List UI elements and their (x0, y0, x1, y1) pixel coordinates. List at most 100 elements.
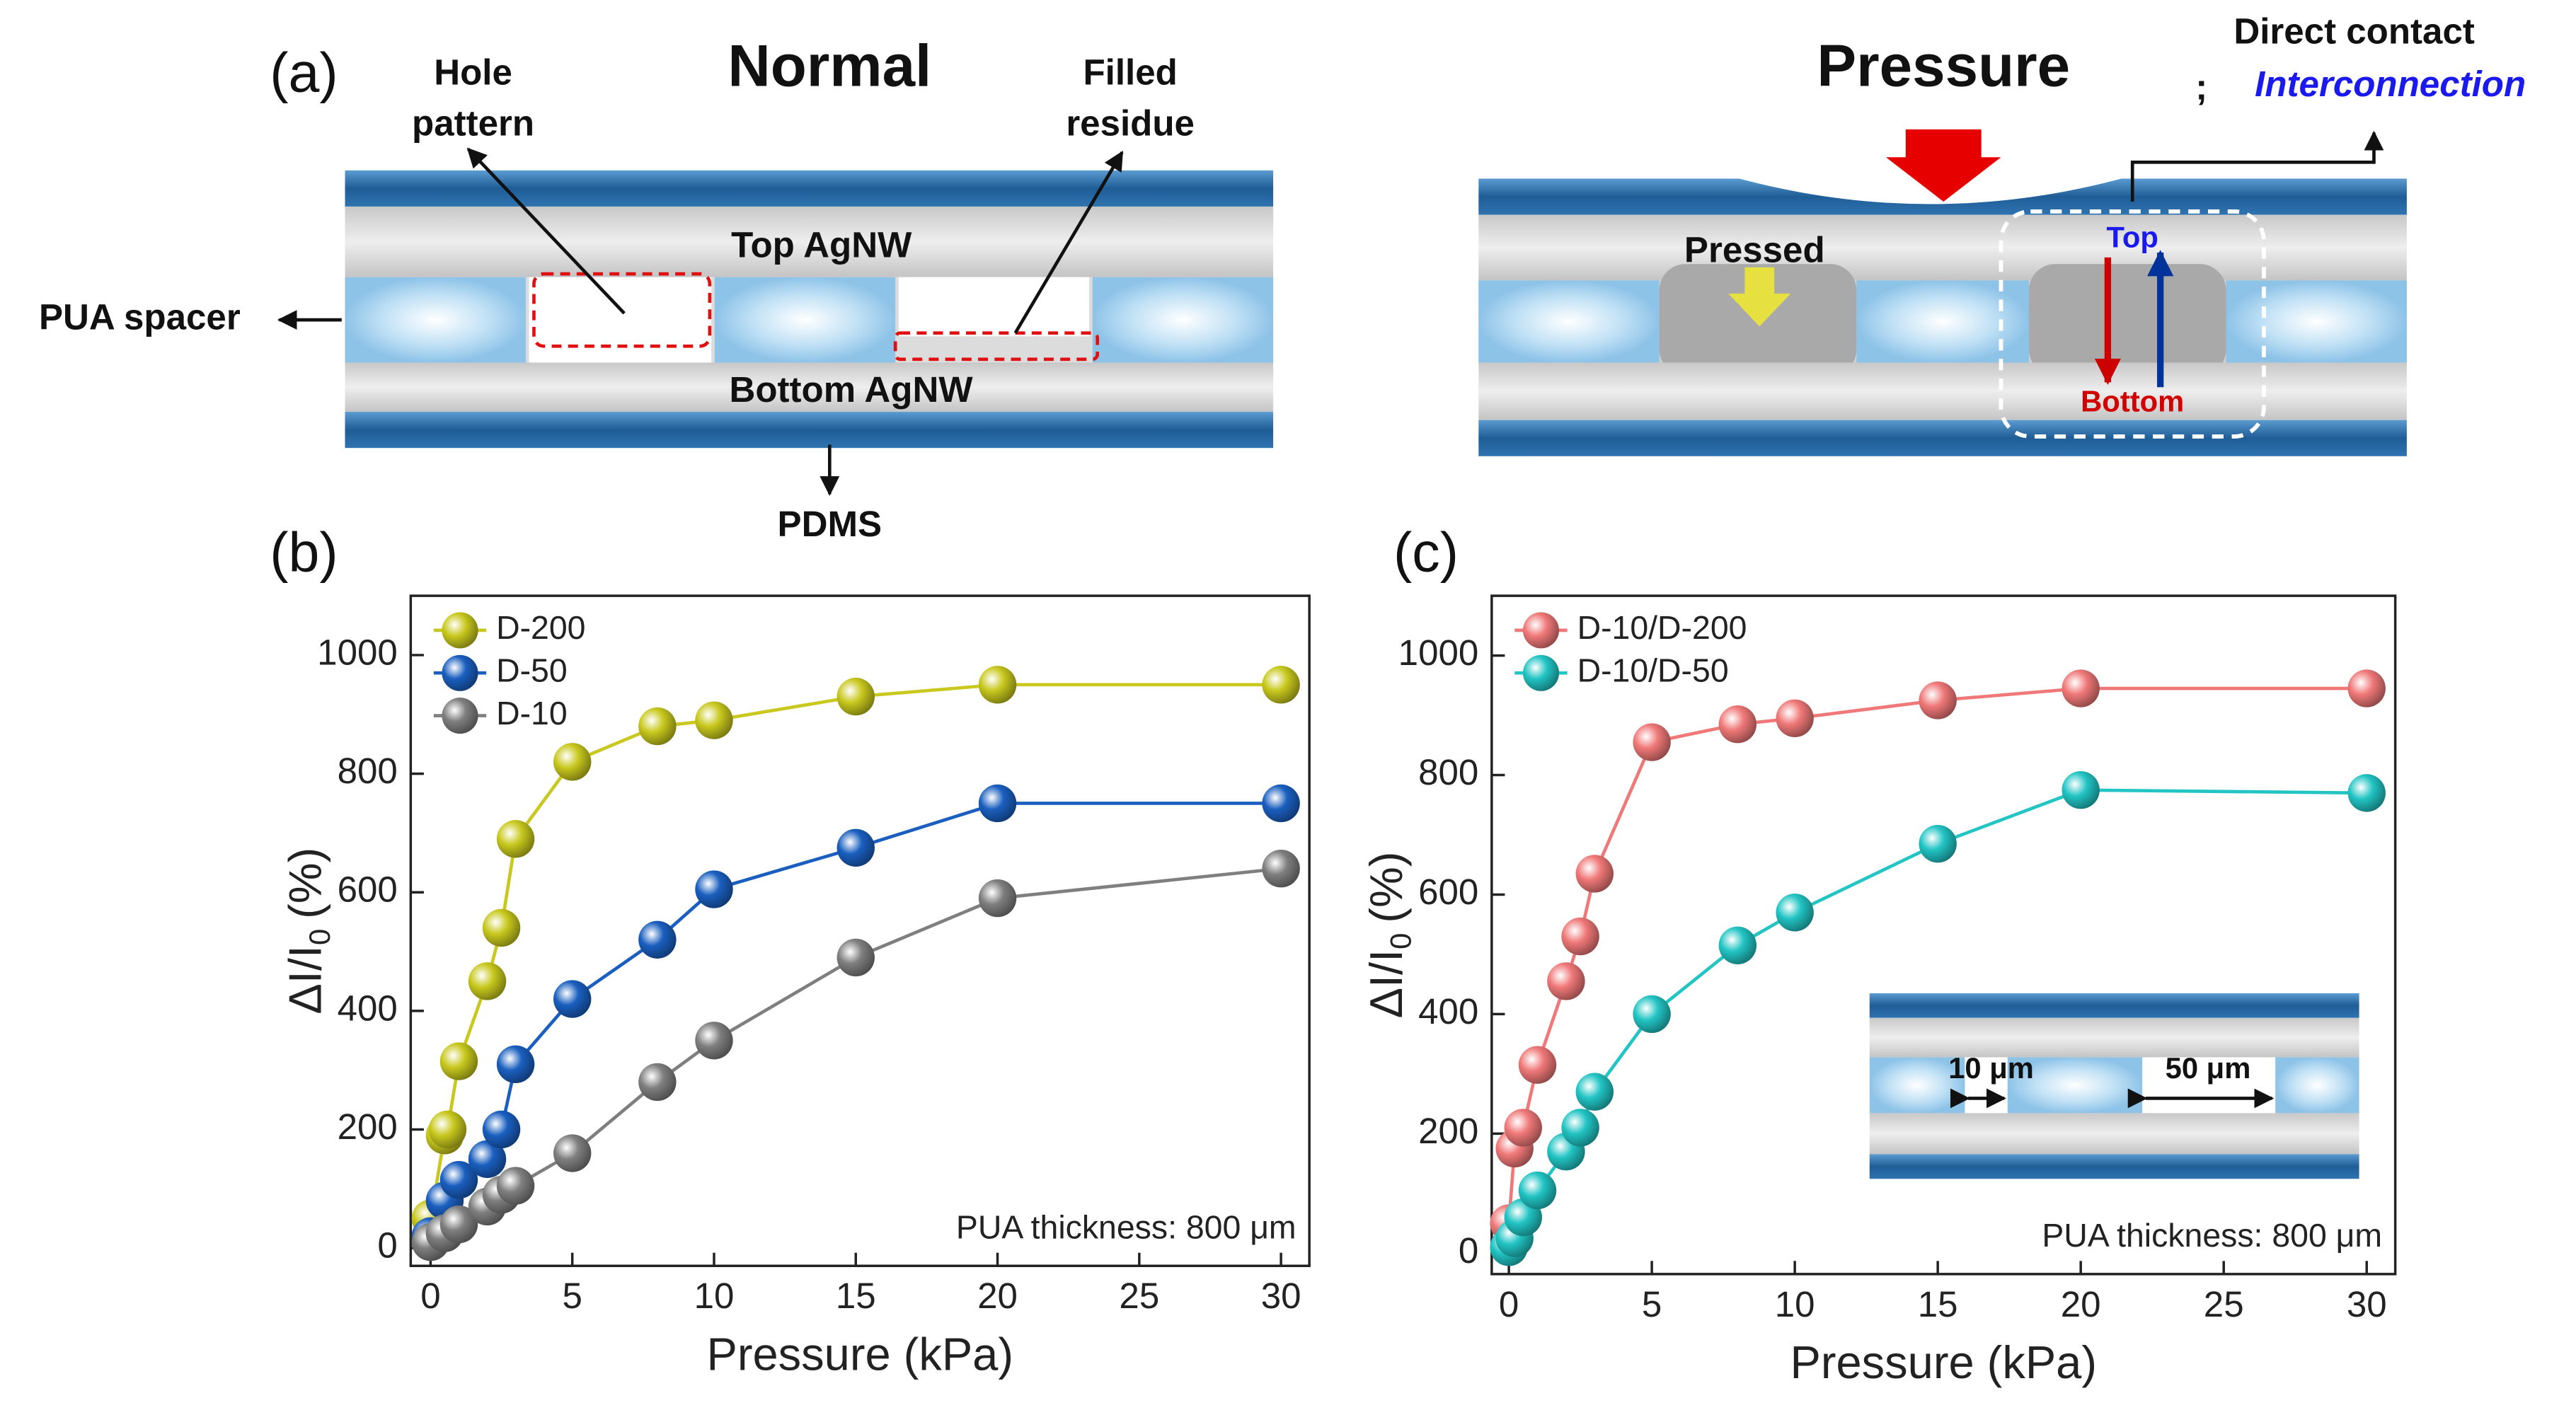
y-tick-label: 400 (1418, 991, 1478, 1032)
y-tick-label: 600 (1418, 872, 1478, 912)
data-point (638, 920, 677, 959)
data-point (638, 707, 677, 746)
data-point (695, 870, 733, 908)
x-tick-label: 10 (694, 1276, 735, 1316)
y-tick-label: 0 (1459, 1230, 1478, 1271)
x-tick-label: 10 (1775, 1284, 1815, 1324)
normal-diagram (277, 147, 1274, 496)
series-line (429, 802, 1282, 1237)
label: Filled (1083, 52, 1177, 93)
data-point (1776, 699, 1814, 737)
data-point (496, 820, 535, 858)
y-axis-label-sub: 0 (303, 929, 336, 945)
data-point (1718, 926, 1757, 964)
panel-label: (a) (270, 41, 338, 103)
y-axis-label-main: ΔI/I (280, 945, 331, 1015)
x-tick-label: 5 (562, 1276, 582, 1316)
data-point (836, 938, 875, 977)
label: 10 μm (1948, 1051, 2034, 1085)
data-point (1776, 894, 1814, 932)
data-point (468, 1140, 507, 1179)
x-axis-label: Pressure (kPa) (1790, 1336, 2097, 1388)
title-pressure: Pressure (1817, 32, 2070, 98)
y-tick-label: 0 (377, 1225, 397, 1266)
data-point (2347, 774, 2386, 812)
data-point (553, 980, 592, 1018)
data-point (439, 1205, 478, 1244)
data-point (638, 1063, 677, 1102)
x-tick-label: 30 (1261, 1276, 1301, 1316)
data-point (1504, 1109, 1542, 1147)
label: ; (2195, 67, 2207, 108)
y-tick-label: 200 (338, 1106, 398, 1147)
data-point (1633, 995, 1671, 1034)
x-tick-label: 30 (2347, 1284, 2387, 1324)
data-point (1919, 681, 1957, 720)
data-point (496, 1167, 535, 1205)
label: Bottom (2081, 385, 2184, 418)
series-line (430, 867, 1282, 1244)
y-axis-label-sub: 0 (1384, 933, 1418, 949)
y-tick-label: 1000 (317, 632, 398, 672)
x-tick-label: 25 (2204, 1284, 2244, 1324)
legend-marker (1522, 654, 1560, 691)
y-axis-label: ΔI/I0 (%) (1360, 852, 1417, 1019)
data-point (1561, 1109, 1599, 1147)
annotation: PUA thickness: 800 μm (956, 1208, 1296, 1245)
data-point (482, 908, 521, 947)
y-tick-label: 400 (338, 988, 398, 1028)
x-tick-label: 15 (1918, 1284, 1958, 1324)
data-point (439, 1161, 478, 1199)
legend-label: D-10/D-50 (1577, 652, 1729, 688)
label: Pressed (1684, 229, 1825, 270)
data-point (978, 879, 1017, 918)
data-point (2062, 770, 2100, 809)
legend-marker (1522, 612, 1560, 649)
y-axis-label-unit: (%) (280, 848, 331, 919)
y-tick-label: 800 (338, 751, 398, 791)
x-tick-label: 15 (836, 1276, 876, 1316)
data-point (439, 1042, 478, 1080)
legend-label: D-10/D-200 (1577, 609, 1747, 646)
label: Top AgNW (731, 224, 912, 265)
data-point (1518, 1171, 1557, 1210)
data-point (1262, 784, 1300, 823)
plot-frame (1490, 594, 2397, 1276)
x-tick-label: 0 (420, 1276, 440, 1316)
label: 50 μm (2166, 1051, 2251, 1085)
y-tick-label: 1000 (1398, 632, 1479, 673)
inset-diagram (1869, 993, 2359, 1179)
y-axis-label: ΔI/I0 (%) (280, 848, 336, 1015)
legend-marker (442, 654, 478, 691)
label: PDMS (778, 504, 882, 544)
data-point (836, 828, 875, 867)
label: Bottom AgNW (729, 369, 973, 410)
x-tick-label: 20 (2061, 1284, 2101, 1324)
y-axis-label-unit: (%) (1360, 852, 1412, 923)
label: PUA spacer (39, 297, 241, 337)
data-point (553, 1134, 592, 1172)
label: Top (2106, 220, 2158, 253)
title-normal: Normal (728, 32, 931, 98)
panel-label: (c) (1393, 521, 1459, 583)
plot-frame (409, 594, 1311, 1268)
y-tick-label: 600 (338, 869, 398, 910)
data-point (1262, 849, 1300, 888)
y-tick-label: 200 (1418, 1111, 1478, 1151)
data-point (1633, 723, 1671, 761)
data-point (1919, 824, 1957, 863)
legend-marker (442, 698, 478, 734)
pressure-diagram (1478, 129, 2407, 456)
data-point (978, 784, 1017, 823)
data-point (1518, 1046, 1557, 1084)
label: Interconnection (2255, 64, 2526, 104)
legend-marker (442, 612, 478, 649)
data-point (1547, 962, 1585, 1000)
data-point (695, 701, 733, 739)
x-tick-label: 0 (1499, 1284, 1519, 1324)
label: pattern (412, 103, 534, 144)
label: residue (1066, 103, 1195, 144)
data-point (695, 1022, 733, 1060)
data-point (1561, 917, 1599, 956)
legend-label: D-200 (496, 609, 585, 646)
